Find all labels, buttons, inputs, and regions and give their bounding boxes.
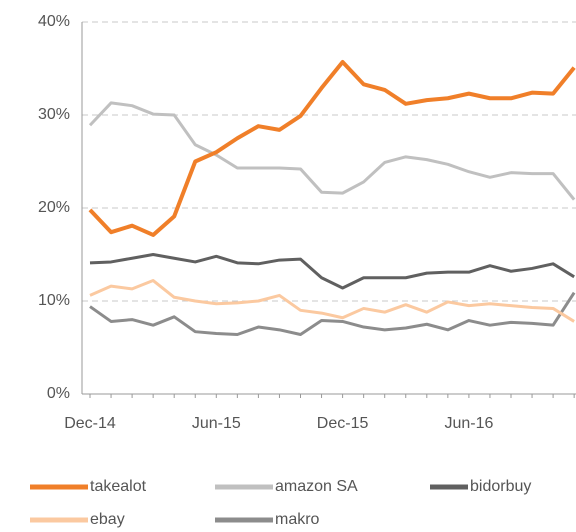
legend-label: amazon SA xyxy=(275,478,358,495)
y-tick-label: 0% xyxy=(47,385,70,402)
y-tick-label: 40% xyxy=(38,13,70,30)
series-line xyxy=(88,101,576,201)
y-tick-label: 10% xyxy=(38,292,70,309)
x-tick-label: Dec-15 xyxy=(317,415,369,432)
series-line xyxy=(89,279,575,323)
y-tick-label: 20% xyxy=(38,199,70,216)
legend-label: bidorbuy xyxy=(470,478,531,495)
series-line xyxy=(88,59,576,237)
series-line xyxy=(89,291,576,336)
legend-label: makro xyxy=(275,511,320,528)
x-tick-label: Jun-16 xyxy=(444,415,493,432)
y-tick-label: 30% xyxy=(38,106,70,123)
x-tick-label: Dec-14 xyxy=(64,415,116,432)
x-tick-label: Jun-15 xyxy=(192,415,241,432)
legend-label: takealot xyxy=(90,478,147,495)
series-line xyxy=(89,253,575,290)
legend-label: ebay xyxy=(90,511,125,528)
